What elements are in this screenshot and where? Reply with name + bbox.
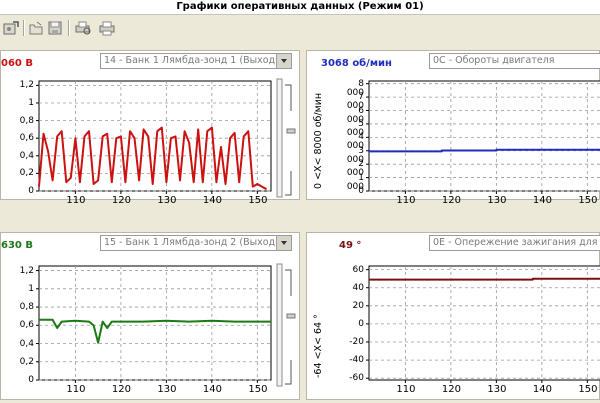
x-tick-label: 130: [487, 195, 507, 206]
y-tick-label: 1 000: [346, 172, 364, 192]
x-tick-label: 120: [441, 195, 461, 206]
plot-area: [38, 80, 272, 192]
value-readout: 49 °: [339, 240, 362, 251]
x-tick-label: 140: [532, 384, 552, 395]
series-line: [39, 318, 271, 344]
y-tick-label: 8 000: [346, 78, 364, 98]
range-slider[interactable]: [276, 263, 296, 387]
x-tick-label: 120: [111, 195, 131, 206]
parameter-select[interactable]: 15 - Банк 1 Лямбда-зонд 2 (Выходно: [100, 235, 292, 251]
y-tick-label: 0,6: [19, 320, 34, 331]
y-tick-label: 0: [28, 186, 34, 196]
plot-area: [368, 265, 600, 381]
axis-range-label: -64 <X< 64 °: [313, 314, 324, 378]
toolbar: [0, 15, 600, 41]
x-tick-label: 120: [111, 384, 131, 395]
value-readout: 630 В: [1, 240, 33, 251]
y-tick-label: 1: [28, 283, 34, 294]
y-tick-label: 3 000: [346, 145, 364, 165]
x-tick-label: 150: [248, 195, 268, 206]
x-tick-label: 120: [441, 384, 461, 395]
y-tick-label: -40: [349, 355, 364, 366]
y-tick-label: 0,8: [19, 302, 34, 313]
parameter-select[interactable]: 0E - Опережение зажигания для #1: [429, 235, 600, 251]
plot-area: [38, 265, 272, 381]
x-tick-label: 110: [396, 195, 416, 206]
x-tick-label: 150: [578, 384, 598, 395]
x-tick-label: 150: [248, 384, 268, 395]
chart-plot: [366, 265, 600, 383]
title-bar: Графики оперативных данных (Режим 01): [0, 0, 600, 15]
chart-panel-lambda-2: 630 В 15 - Банк 1 Лямбда-зонд 2 (Выходно…: [0, 232, 300, 400]
x-tick-label: 110: [396, 384, 416, 395]
y-tick-label: 0: [28, 375, 34, 385]
y-tick-label: 1: [28, 98, 34, 108]
value-readout: 060 В: [1, 58, 33, 69]
axis-range-label: 0 <X< 8000 об/мин: [313, 92, 324, 189]
y-tick-label: 0: [358, 318, 364, 329]
value-readout: 3068 об/мин: [321, 58, 392, 69]
chart-plot: [366, 80, 600, 194]
chart-plot: [36, 78, 296, 198]
y-tick-label: 0,6: [19, 133, 34, 144]
print-icon[interactable]: [98, 19, 116, 37]
y-tick-label: 0,4: [19, 338, 34, 349]
chevron-down-icon: [281, 241, 287, 245]
y-tick-label: 2 000: [346, 159, 364, 179]
chart-panel-ignition: 49 ° 0E - Опережение зажигания для #1 60…: [306, 232, 600, 400]
y-tick-label: 4 000: [346, 132, 364, 152]
x-tick-label: 140: [532, 195, 552, 206]
y-tick-label: 0: [358, 186, 364, 196]
x-tick-label: 150: [578, 195, 598, 206]
open-icon[interactable]: [27, 19, 45, 37]
plot-area: [368, 80, 600, 192]
x-tick-label: 110: [66, 195, 86, 206]
chart-panel-lambda-1: 060 В 14 - Банк 1 Лямбда-зонд 1 (Выходно…: [0, 50, 300, 206]
dropdown-button[interactable]: [276, 54, 291, 68]
parameter-select[interactable]: 0C - Обороты двигателя: [429, 53, 600, 69]
y-tick-label: -20: [349, 337, 364, 347]
print-preview-icon[interactable]: [74, 19, 92, 37]
series-line: [38, 126, 267, 191]
chevron-down-icon: [281, 59, 287, 63]
settings-icon[interactable]: [2, 19, 20, 37]
x-tick-label: 130: [487, 384, 507, 395]
y-tick-label: 7 000: [346, 92, 364, 112]
y-tick-label: 6 000: [346, 105, 364, 125]
y-tick-label: 20: [352, 300, 364, 311]
y-tick-label: 5 000: [346, 118, 364, 138]
dropdown-button[interactable]: [276, 236, 291, 250]
y-tick-label: 0,2: [19, 356, 34, 367]
x-tick-label: 140: [202, 195, 222, 206]
x-tick-label: 110: [66, 384, 86, 395]
series-line: [369, 148, 600, 153]
y-tick-label: 60: [352, 264, 364, 275]
y-tick-label: 0,4: [19, 150, 34, 161]
chart-panel-rpm: 3068 об/мин 0C - Обороты двигателя 8 000…: [306, 50, 600, 206]
chart-plot: [36, 263, 296, 387]
y-tick-label: 0,8: [19, 115, 34, 126]
y-tick-label: 1,2: [19, 80, 34, 91]
y-tick-label: 0,2: [19, 168, 34, 179]
y-tick-label: 1,2: [19, 265, 34, 276]
x-tick-label: 130: [157, 195, 177, 206]
range-slider[interactable]: [276, 78, 296, 198]
window-title: Графики оперативных данных (Режим 01): [176, 1, 424, 12]
x-tick-label: 130: [157, 384, 177, 395]
series-line: [369, 277, 600, 281]
x-tick-label: 140: [202, 384, 222, 395]
save-icon[interactable]: [46, 19, 64, 37]
parameter-select[interactable]: 14 - Банк 1 Лямбда-зонд 1 (Выходно: [100, 53, 292, 69]
y-tick-label: -60: [349, 373, 364, 384]
y-tick-label: 40: [352, 282, 364, 293]
